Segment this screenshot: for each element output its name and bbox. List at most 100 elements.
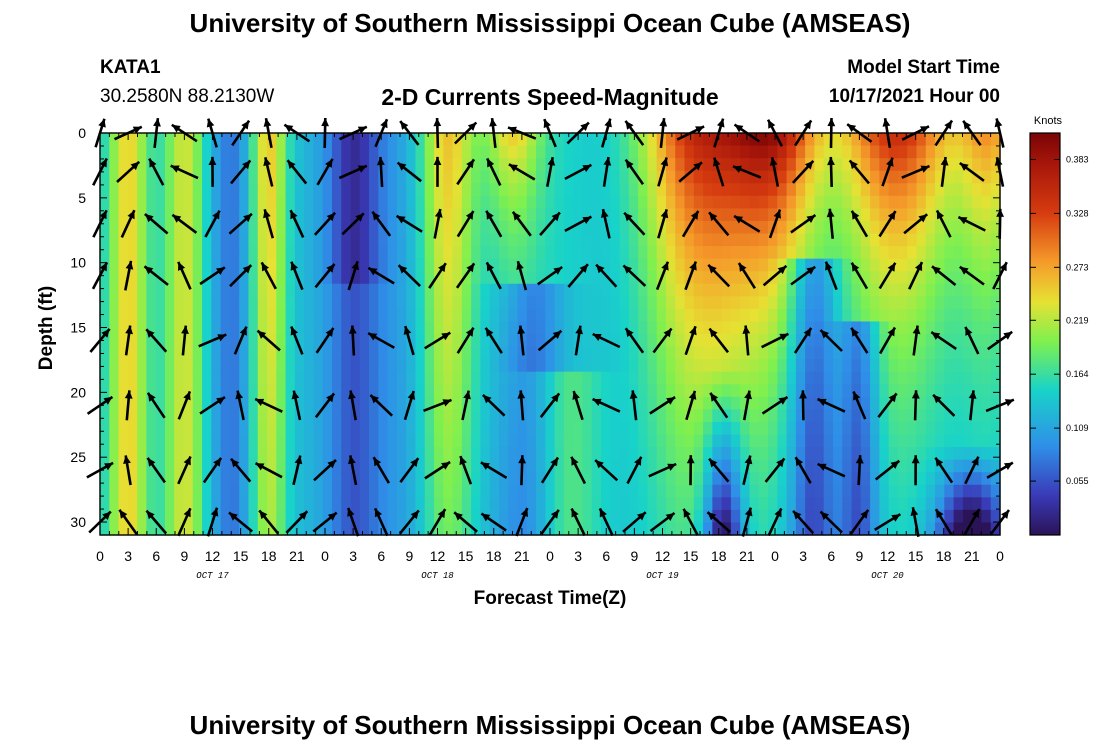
current-arrow [826, 208, 835, 239]
current-arrow [456, 158, 476, 186]
current-arrow [338, 164, 368, 180]
current-arrow [649, 511, 676, 533]
x-tick-label: 0 [96, 548, 104, 564]
colorbar-tick-label: 0.109 [1066, 423, 1089, 433]
current-arrow [790, 214, 817, 234]
current-arrow [849, 509, 870, 535]
current-arrow [742, 455, 753, 486]
current-arrow [848, 159, 870, 185]
colorbar-tick-label: 0.328 [1066, 208, 1089, 218]
current-arrow [742, 390, 752, 421]
current-arrow [706, 511, 731, 533]
current-arrow [290, 261, 304, 291]
current-arrow [911, 455, 920, 486]
current-arrow [263, 157, 274, 187]
current-arrow [678, 161, 703, 183]
current-arrow [649, 396, 676, 415]
current-arrow [403, 390, 416, 421]
current-arrow [572, 390, 584, 421]
current-arrow [143, 265, 169, 286]
colorbar-tick-label: 0.055 [1066, 476, 1089, 486]
current-arrow [855, 455, 864, 486]
model-start-value: 10/17/2021 Hour 00 [828, 86, 1000, 107]
current-arrow [685, 390, 697, 421]
current-arrow [911, 390, 920, 421]
current-arrow [934, 508, 953, 536]
current-arrow [181, 325, 189, 356]
current-arrow [827, 156, 835, 187]
current-arrow [793, 327, 813, 354]
chart-title: 2-D Currents Speed-Magnitude [381, 84, 719, 110]
current-arrow [312, 511, 338, 533]
current-arrow [931, 265, 957, 287]
current-arrow [177, 455, 192, 485]
currents-chart: 0 3 6 9 12 15 18 21 0 3 6 9 12 15 18 21 0 3 6 9 12 15 18 21 0 3 6 9… [36, 115, 1089, 609]
current-arrow [461, 390, 471, 421]
current-arrow [398, 509, 420, 535]
current-arrow [208, 156, 217, 187]
x-tick-label: 9 [405, 548, 413, 564]
current-arrow [963, 508, 981, 536]
current-arrow [657, 157, 669, 187]
y-tick-label: 30 [70, 514, 86, 530]
current-arrow [792, 510, 815, 535]
current-arrow [708, 327, 730, 354]
current-arrow [959, 265, 985, 286]
y-axis-label: Depth (ft) [36, 286, 57, 370]
current-arrow [517, 325, 526, 356]
current-arrow [709, 392, 729, 419]
y-tick-label: 5 [78, 190, 86, 206]
page-title-bottom: University of Southern Mississippi Ocean… [189, 710, 911, 740]
current-arrow [648, 462, 677, 478]
x-tick-label: 12 [430, 548, 446, 564]
date-label: OCT 20 [871, 571, 904, 581]
current-arrow [934, 456, 954, 484]
current-arrow [761, 332, 789, 349]
current-arrow [482, 393, 506, 417]
current-arrow [146, 392, 166, 419]
current-arrow [480, 461, 508, 480]
current-arrow [314, 263, 336, 289]
x-tick-label: 9 [630, 548, 638, 564]
current-arrow [761, 395, 789, 415]
x-tick-label: 9 [855, 548, 863, 564]
current-arrow [824, 261, 838, 291]
current-arrow [485, 210, 503, 238]
current-arrow [177, 261, 192, 290]
current-arrow [878, 326, 897, 355]
current-arrow [424, 331, 451, 350]
current-arrow [428, 508, 447, 536]
x-tick-label: 3 [799, 548, 807, 564]
current-arrow [600, 208, 611, 239]
current-arrow [206, 507, 219, 537]
current-arrow [594, 459, 619, 482]
current-arrow [123, 455, 132, 486]
current-arrow [285, 510, 309, 534]
current-arrow [964, 326, 980, 355]
current-arrow [852, 390, 867, 420]
x-tick-label: 9 [180, 548, 188, 564]
current-arrow [964, 456, 980, 485]
current-arrow [903, 213, 929, 235]
current-arrow [397, 264, 422, 288]
current-arrow [146, 457, 166, 484]
current-arrow [546, 156, 556, 187]
current-arrow [518, 455, 526, 486]
date-label: OCT 18 [421, 571, 454, 581]
x-tick-label: 12 [205, 548, 221, 564]
x-tick-label: 6 [152, 548, 160, 564]
current-arrow [626, 456, 643, 485]
current-arrow [741, 507, 753, 537]
current-arrow [204, 209, 221, 238]
current-arrow [713, 157, 725, 187]
current-arrow [932, 393, 956, 417]
current-arrow [968, 390, 977, 421]
current-arrow [540, 509, 560, 535]
current-arrow [592, 332, 621, 349]
x-tick-label: 0 [546, 548, 554, 564]
current-arrow [762, 264, 788, 287]
current-arrow [901, 164, 931, 179]
current-arrow [230, 159, 252, 185]
current-arrow [764, 457, 786, 483]
y-tick-label: 25 [70, 449, 86, 465]
